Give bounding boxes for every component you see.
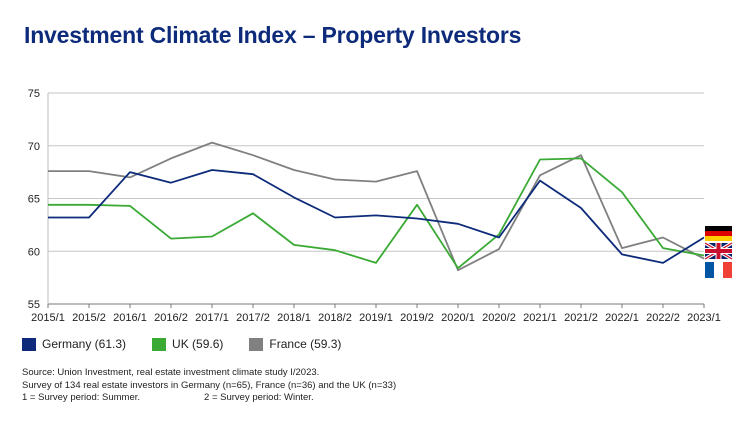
series-lines bbox=[48, 141, 705, 272]
x-tick-label: 2018/1 bbox=[277, 312, 311, 324]
x-tick-label: 2021/2 bbox=[564, 312, 598, 324]
legend-label-france: France (59.3) bbox=[269, 337, 342, 351]
gridlines bbox=[48, 92, 704, 305]
x-tick-label: 2017/1 bbox=[195, 312, 229, 324]
flags bbox=[704, 226, 733, 278]
legend-item-germany: Germany (61.3) bbox=[22, 337, 126, 351]
legend-swatch-france bbox=[249, 337, 264, 351]
legend-item-france: France (59.3) bbox=[249, 337, 341, 351]
x-tick-label: 2023/1 bbox=[687, 312, 721, 324]
y-tick-label: 60 bbox=[28, 246, 40, 258]
footnotes: Source: Union Investment, real estate in… bbox=[22, 367, 396, 405]
legend-swatch-uk bbox=[152, 337, 167, 351]
x-tick-label: 2015/2 bbox=[72, 312, 106, 324]
france-flag-icon bbox=[705, 262, 732, 278]
x-tick-label: 2020/2 bbox=[482, 312, 516, 324]
x-tick-label: 2019/2 bbox=[400, 312, 434, 324]
footnote-period-2: 2 = Survey period: Winter. bbox=[204, 392, 314, 403]
y-tick-label: 55 bbox=[28, 299, 40, 311]
germany-flag-icon bbox=[705, 226, 732, 241]
footnote-source: Source: Union Investment, real estate in… bbox=[22, 367, 320, 378]
axes: 55 60 65 70 75 2015/1 2015/2 2016/1 2016/2 2017/1… bbox=[28, 88, 721, 324]
x-tick-label: 2016/2 bbox=[154, 312, 188, 324]
footnote-period-1: 1 = Survey period: Summer. bbox=[22, 392, 141, 403]
legend-label-uk: UK (59.6) bbox=[172, 337, 224, 351]
legend-item-uk: UK (59.6) bbox=[152, 337, 223, 351]
x-tick-label: 2019/1 bbox=[359, 312, 393, 324]
legend-swatch-germany bbox=[22, 337, 36, 351]
y-tick-label: 70 bbox=[28, 141, 40, 153]
legend-label-germany: Germany (61.3) bbox=[42, 337, 127, 351]
series-line-germany bbox=[48, 169, 705, 264]
x-tick-label: 2016/1 bbox=[113, 312, 147, 324]
chart-title: Investment Climate Index – Property Inve… bbox=[24, 22, 522, 48]
x-tick-label: 2015/1 bbox=[31, 312, 65, 324]
x-tick-label: 2017/2 bbox=[236, 312, 270, 324]
x-tick-label: 2022/2 bbox=[646, 312, 680, 324]
x-tick-label: 2018/2 bbox=[318, 312, 352, 324]
y-tick-label: 65 bbox=[28, 194, 40, 206]
series-line-france bbox=[48, 141, 705, 272]
footnote-survey: Survey of 134 real estate investors in G… bbox=[22, 379, 397, 391]
series-line-uk bbox=[48, 157, 705, 270]
footnote-periods: 1 = Survey period: Summer. 2 = Survey per… bbox=[22, 392, 396, 405]
legend: Germany (61.3) UK (59.6) France (59.3) bbox=[22, 337, 341, 351]
x-tick-label: 2022/1 bbox=[605, 312, 639, 324]
y-tick-label: 75 bbox=[28, 88, 40, 100]
x-tick-label: 2021/1 bbox=[523, 312, 557, 324]
uk-flag-icon bbox=[704, 241, 733, 261]
x-tick-label: 2020/1 bbox=[441, 312, 475, 324]
